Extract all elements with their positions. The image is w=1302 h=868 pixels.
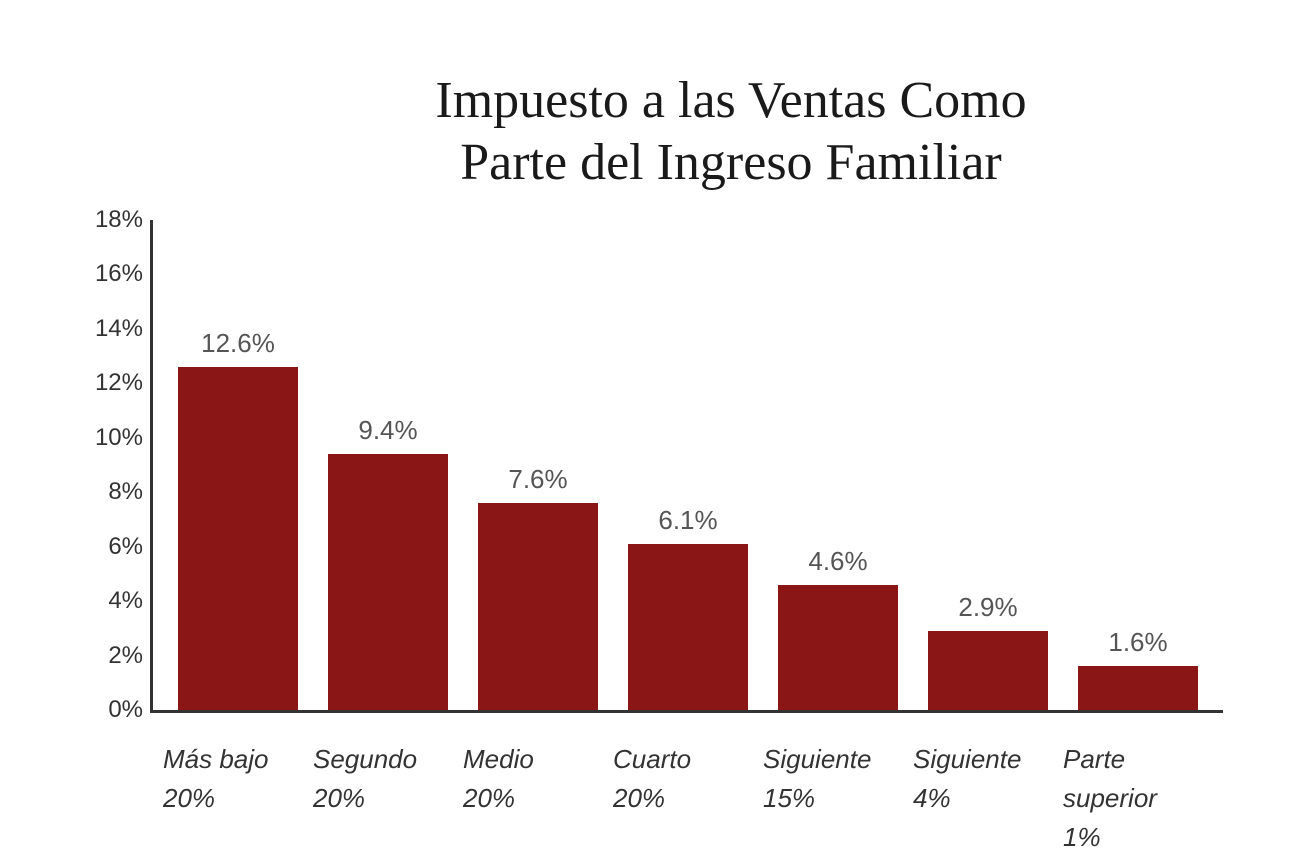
x-category-line2: 20% (163, 779, 323, 818)
bar-value-label: 7.6% (418, 464, 658, 495)
x-category-label: Medio20% (463, 740, 623, 818)
x-category-line2: 20% (463, 779, 623, 818)
x-category-line1: Más bajo (163, 740, 323, 779)
x-category-line2: 4% (913, 779, 1073, 818)
x-category-label: Parte superior1% (1063, 740, 1223, 857)
y-tick-label: 16% (83, 260, 143, 288)
chart-title: Impuesto a las Ventas Como Parte del Ing… (200, 70, 1262, 195)
x-category-line1: Segundo (313, 740, 473, 779)
y-tick-label: 6% (83, 533, 143, 561)
x-category-line1: Siguiente (913, 740, 1073, 779)
x-category-label: Siguiente15% (763, 740, 923, 818)
x-category-line1: Siguiente (763, 740, 923, 779)
title-line-2: Parte del Ingreso Familiar (460, 134, 1002, 191)
x-category-line2: 20% (313, 779, 473, 818)
x-category-line2: 15% (763, 779, 923, 818)
y-tick-label: 18% (83, 206, 143, 234)
bar-value-label: 2.9% (868, 592, 1108, 623)
bar-value-label: 6.1% (568, 505, 808, 536)
title-line-1: Impuesto a las Ventas Como (435, 72, 1026, 129)
y-tick-label: 10% (83, 424, 143, 452)
x-category-line2: 20% (613, 779, 773, 818)
chart-container: Impuesto a las Ventas Como Parte del Ing… (0, 0, 1302, 868)
y-tick-label: 4% (83, 587, 143, 615)
x-category-line1: Medio (463, 740, 623, 779)
x-category-label: Siguiente4% (913, 740, 1073, 818)
y-tick-label: 0% (83, 696, 143, 724)
plot-area: 0%2%4%6%8%10%12%14%16%18%12.6%Más bajo20… (150, 220, 1223, 713)
y-tick-label: 12% (83, 369, 143, 397)
x-category-label: Más bajo20% (163, 740, 323, 818)
x-category-label: Segundo20% (313, 740, 473, 818)
y-tick-label: 2% (83, 642, 143, 670)
y-tick-label: 8% (83, 478, 143, 506)
bar-value-label: 4.6% (718, 546, 958, 577)
x-category-line2: 1% (1063, 818, 1223, 857)
bar-value-label: 12.6% (118, 328, 358, 359)
bar-value-label: 1.6% (1018, 627, 1258, 658)
x-category-label: Cuarto20% (613, 740, 773, 818)
bar-value-label: 9.4% (268, 415, 508, 446)
x-category-line1: Cuarto (613, 740, 773, 779)
bar: 1.6% (1078, 666, 1198, 710)
x-category-line1: Parte superior (1063, 740, 1223, 818)
